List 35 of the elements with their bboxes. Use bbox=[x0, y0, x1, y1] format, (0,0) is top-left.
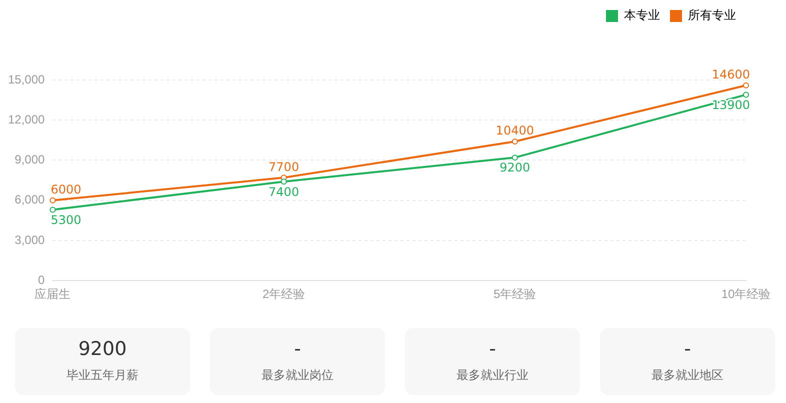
x-tick-label: 5年经验 bbox=[494, 287, 536, 302]
data-label: 9200 bbox=[500, 160, 530, 175]
point bbox=[50, 206, 56, 213]
y-tick-label: 12,000 bbox=[8, 112, 46, 126]
x-tick-label: 应届生 bbox=[34, 287, 71, 302]
y-tick-label: 9,000 bbox=[14, 152, 46, 167]
data-label: 14600 bbox=[712, 67, 750, 82]
text: 9200 bbox=[77, 337, 128, 361]
text: - bbox=[488, 337, 497, 361]
point bbox=[743, 92, 749, 98]
data-label: 5300 bbox=[50, 212, 82, 227]
y-tick-label: 6,000 bbox=[14, 192, 46, 207]
point bbox=[280, 178, 287, 185]
y-tick-label: 15,000 bbox=[8, 72, 46, 86]
point bbox=[512, 138, 518, 145]
data-label: 10400 bbox=[496, 124, 534, 138]
text: 最多就业岗位 bbox=[260, 367, 334, 384]
text: 最多就业地区 bbox=[650, 367, 724, 384]
point bbox=[50, 197, 56, 204]
x-tick-label: 2年经验 bbox=[262, 287, 306, 302]
y-tick-label: 0 bbox=[38, 272, 46, 287]
point bbox=[743, 82, 749, 88]
text: - bbox=[293, 337, 302, 361]
data-label: 7700 bbox=[268, 160, 300, 174]
text: - bbox=[683, 337, 692, 361]
data-label: 7400 bbox=[268, 184, 300, 199]
y-tick-label: 3,000 bbox=[14, 232, 46, 247]
point bbox=[512, 154, 518, 161]
data-label: 13900 bbox=[712, 98, 750, 112]
legend-label: 所有专业 bbox=[688, 8, 736, 22]
text: 毕业五年月薪 bbox=[66, 367, 140, 384]
x-tick-label: 10年经验 bbox=[721, 287, 771, 302]
text: 最多就业行业 bbox=[456, 367, 530, 384]
data-label: 6000 bbox=[50, 182, 82, 196]
legend-label: 本专业 bbox=[624, 8, 660, 22]
